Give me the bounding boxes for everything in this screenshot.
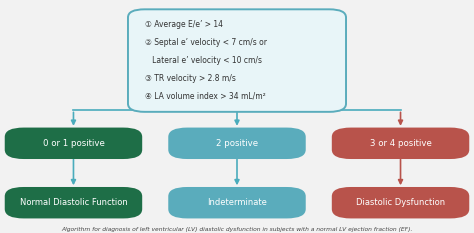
- Text: Normal Diastolic Function: Normal Diastolic Function: [19, 198, 128, 207]
- Text: ③ TR velocity > 2.8 m/s: ③ TR velocity > 2.8 m/s: [145, 74, 236, 83]
- FancyBboxPatch shape: [128, 9, 346, 112]
- Text: Algorithm for diagnosis of left ventricular (LV) diastolic dysfunction in subjec: Algorithm for diagnosis of left ventricu…: [61, 227, 413, 232]
- Text: ① Average E/e’ > 14: ① Average E/e’ > 14: [145, 21, 223, 30]
- FancyBboxPatch shape: [168, 187, 306, 219]
- Text: ④ LA volume index > 34 mL/m²: ④ LA volume index > 34 mL/m²: [145, 92, 265, 101]
- Text: ② Septal e’ velocity < 7 cm/s or: ② Septal e’ velocity < 7 cm/s or: [145, 38, 266, 47]
- FancyBboxPatch shape: [332, 187, 469, 219]
- Text: 2 positive: 2 positive: [216, 139, 258, 148]
- Text: Lateral e’ velocity < 10 cm/s: Lateral e’ velocity < 10 cm/s: [145, 56, 262, 65]
- Text: 0 or 1 positive: 0 or 1 positive: [43, 139, 104, 148]
- Text: Diastolic Dysfunction: Diastolic Dysfunction: [356, 198, 445, 207]
- Text: Indeterminate: Indeterminate: [207, 198, 267, 207]
- Text: 3 or 4 positive: 3 or 4 positive: [370, 139, 431, 148]
- FancyBboxPatch shape: [168, 128, 306, 159]
- FancyBboxPatch shape: [5, 187, 142, 219]
- FancyBboxPatch shape: [5, 128, 142, 159]
- FancyBboxPatch shape: [332, 128, 469, 159]
